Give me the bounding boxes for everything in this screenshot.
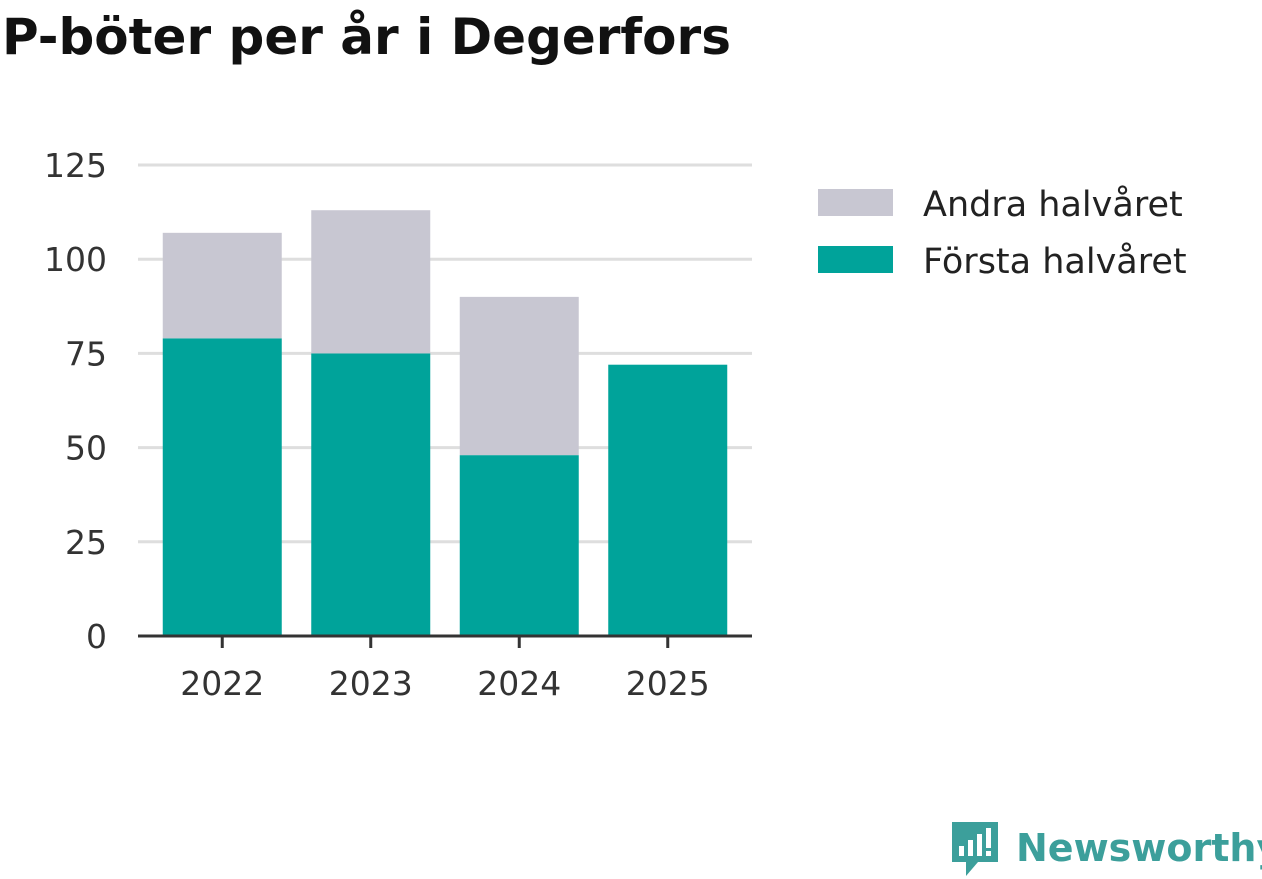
y-tick-label: 75	[65, 334, 107, 373]
y-tick-label: 25	[65, 523, 107, 562]
x-tick-label: 2025	[626, 664, 710, 703]
legend-swatch	[818, 246, 893, 273]
bar-segment	[311, 210, 431, 354]
brand-logo: Newsworthy	[950, 818, 1262, 878]
newsworthy-logo-icon	[952, 822, 998, 876]
bar-segment	[311, 353, 431, 636]
legend-label: Andra halvåret	[923, 184, 1183, 225]
x-tick-label: 2022	[180, 664, 264, 703]
y-tick-label: 0	[86, 617, 107, 656]
bar-segment	[459, 296, 579, 456]
y-tick-label: 125	[44, 146, 107, 185]
bar-segment	[459, 455, 579, 636]
bar-segment	[162, 232, 282, 339]
bars	[162, 210, 728, 636]
y-tick-label: 100	[44, 240, 107, 279]
y-tick-label: 50	[65, 429, 107, 468]
axes: 0 25 50 75 100 125 2022 2023 2024 2025	[44, 146, 752, 703]
legend: Andra halvåret Första halvåret	[818, 184, 1187, 282]
chart-title: P-böter per år i Degerfors	[2, 8, 731, 66]
bar-segment	[608, 364, 728, 636]
x-tick-label: 2024	[477, 664, 561, 703]
bar-segment	[162, 338, 282, 636]
legend-label: Första halvåret	[923, 241, 1187, 282]
brand-name: Newsworthy	[1016, 826, 1262, 870]
legend-swatch	[818, 189, 893, 216]
x-tick-label: 2023	[329, 664, 413, 703]
